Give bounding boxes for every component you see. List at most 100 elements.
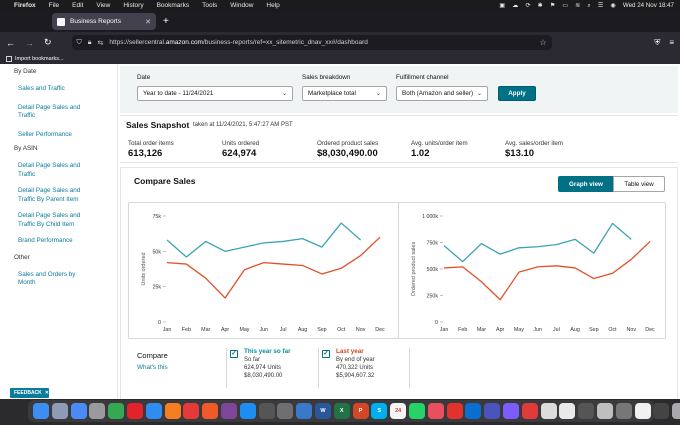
metric-value: 624,974	[222, 148, 257, 159]
x-tick-label: Sep	[589, 327, 598, 333]
graph-view-button[interactable]: Graph view	[558, 176, 614, 192]
messenger-icon[interactable]	[502, 403, 519, 419]
finder-icon[interactable]	[33, 403, 49, 419]
menu-edit[interactable]: Edit	[72, 2, 84, 9]
cloud-icon[interactable]: ☁	[512, 2, 519, 9]
forward-icon[interactable]: →	[25, 37, 34, 48]
legend-this-year[interactable]: ✓ This year so far So far 624,974 Units …	[226, 348, 318, 388]
sidebar-link-seller-performance[interactable]: Seller Performance	[18, 130, 72, 138]
sidebar-link-asin-detail-page[interactable]: Detail Page Sales and Traffic	[18, 162, 81, 178]
vivaldi-icon[interactable]	[183, 403, 200, 419]
menu-icon[interactable]: ≡	[669, 37, 674, 47]
settings-icon[interactable]	[277, 403, 294, 419]
menu-file[interactable]: File	[48, 2, 60, 9]
metric-label: Total order items	[128, 140, 174, 147]
powerpoint-icon[interactable]: P	[352, 403, 369, 419]
sync-icon[interactable]: ⟳	[525, 2, 531, 9]
minimized-window-icon[interactable]	[596, 403, 613, 419]
back-icon[interactable]: ←	[6, 37, 15, 48]
bookmark-star-icon[interactable]: ☆	[539, 38, 547, 47]
migration-icon[interactable]	[296, 403, 313, 419]
date-select[interactable]: Year to date - 11/24/2021 ⌄	[137, 86, 293, 101]
url-bar[interactable]: ⛉ 🔒︎ ⇆ https://sellercentral. amazon.com /…	[71, 35, 552, 50]
sidebar-link-sales-orders-by-month[interactable]: Sales and Orders by Month	[18, 270, 76, 287]
permissions-icon[interactable]: ⇆	[97, 39, 104, 47]
trash-icon[interactable]	[672, 403, 680, 419]
checkbox-this-year[interactable]: ✓	[230, 350, 238, 358]
minimized-window-icon[interactable]	[653, 403, 670, 419]
reload-icon[interactable]: ↻	[44, 37, 52, 47]
menu-history[interactable]: History	[123, 2, 144, 9]
battery-icon[interactable]: ▭	[562, 2, 569, 9]
apply-button[interactable]: Apply	[498, 86, 536, 101]
brave-icon[interactable]	[202, 403, 219, 419]
minimized-window-icon[interactable]	[578, 403, 595, 419]
calendar-icon[interactable]: 24	[390, 403, 407, 419]
metric-avg-units-per-item: Avg. units/order item 1.02	[411, 140, 468, 159]
checkbox-last-year[interactable]: ✓	[322, 350, 330, 358]
bluetooth-icon[interactable]: ✱	[537, 2, 543, 9]
mission-control-icon[interactable]	[70, 403, 87, 419]
minimized-window-icon[interactable]	[540, 403, 557, 419]
safari-icon[interactable]	[145, 403, 162, 419]
launchpad-icon[interactable]	[51, 403, 68, 419]
chrome-icon[interactable]	[108, 403, 125, 419]
photos-icon[interactable]	[427, 403, 444, 419]
screen-record-icon[interactable]: ▣	[499, 2, 506, 9]
product-sales-chart: Ordered product sales 0 250k 500k 750k 1 000k…	[398, 202, 666, 339]
outlook-icon[interactable]	[465, 403, 482, 419]
menu-help[interactable]: Help	[266, 2, 280, 9]
minimized-window-icon[interactable]	[559, 403, 576, 419]
clock[interactable]: Wed 24 Nov 18:47	[622, 2, 674, 9]
menu-window[interactable]: Window	[230, 2, 254, 9]
tor-icon[interactable]	[220, 403, 237, 419]
fulfillment-label: Fulfillment channel	[396, 74, 449, 81]
screen-recorder-icon[interactable]	[521, 403, 538, 419]
anydesk-icon[interactable]	[446, 403, 463, 419]
tab-business-reports[interactable]: Business Reports ✕	[52, 13, 156, 30]
wifi-icon[interactable]: ≋	[575, 2, 581, 9]
sidebar-link-brand-performance[interactable]: Brand Performance	[18, 237, 73, 244]
series-line	[443, 222, 632, 263]
sidebar-link-asin-child-item[interactable]: Detail Page Sales and Traffic By Child I…	[18, 212, 81, 228]
import-bookmarks-link[interactable]: Import bookmarks...	[15, 55, 64, 62]
app-store-icon[interactable]	[239, 403, 256, 419]
table-view-button[interactable]: Table view	[613, 176, 665, 192]
opera-icon[interactable]	[126, 403, 143, 419]
legend-last-year[interactable]: ✓ Last year By end of year 470,322 Units…	[318, 348, 410, 388]
close-icon[interactable]: ✕	[44, 390, 49, 396]
close-tab-icon[interactable]: ✕	[145, 18, 151, 26]
excel-icon[interactable]: X	[333, 403, 350, 419]
minimized-window-icon[interactable]	[615, 403, 632, 419]
sidebar-link-asin-parent-item[interactable]: Detail Page Sales and Traffic By Parent …	[18, 187, 81, 203]
menu-tools[interactable]: Tools	[202, 2, 218, 9]
fulfillment-select[interactable]: Both (Amazon and seller) ⌄	[396, 86, 488, 101]
menu-bookmarks[interactable]: Bookmarks	[156, 2, 190, 9]
siri-icon[interactable]: ◉	[610, 2, 616, 9]
dock: W X P S 24	[28, 400, 680, 422]
flag-icon[interactable]: ⚑	[549, 2, 556, 9]
app-menu[interactable]: Firefox	[14, 2, 36, 9]
whats-this-link[interactable]: What's this	[137, 364, 168, 371]
skype-icon[interactable]: S	[371, 403, 388, 419]
shield-icon[interactable]: ⛉	[76, 38, 82, 46]
lock-icon[interactable]: 🔒︎	[87, 38, 92, 46]
menu-view[interactable]: View	[96, 2, 111, 9]
minimized-window-icon[interactable]	[634, 403, 651, 419]
sidebar-link-detail-page-sales[interactable]: Detail Page Sales and Traffic	[18, 103, 81, 120]
x-tick-label: Dec	[645, 327, 655, 333]
preview-icon[interactable]	[258, 403, 275, 419]
teams-icon[interactable]	[484, 403, 501, 419]
breakdown-select[interactable]: Marketplace total ⌄	[302, 86, 387, 101]
new-tab-icon[interactable]: +	[163, 16, 169, 27]
pocket-icon[interactable]: ⛨	[654, 37, 661, 47]
feedback-button[interactable]: FEEDBACK ✕	[10, 388, 49, 398]
sidebar-link-sales-and-traffic[interactable]: Sales and Traffic	[18, 85, 65, 92]
search-icon[interactable]: ⌕	[587, 1, 591, 9]
system-preferences-icon[interactable]	[89, 403, 106, 419]
firefox-icon[interactable]	[164, 403, 181, 419]
word-icon[interactable]: W	[314, 403, 331, 419]
whatsapp-icon[interactable]	[408, 403, 425, 419]
y-tick-label: 25k	[152, 285, 161, 291]
control-center-icon[interactable]: ☰	[597, 2, 604, 9]
